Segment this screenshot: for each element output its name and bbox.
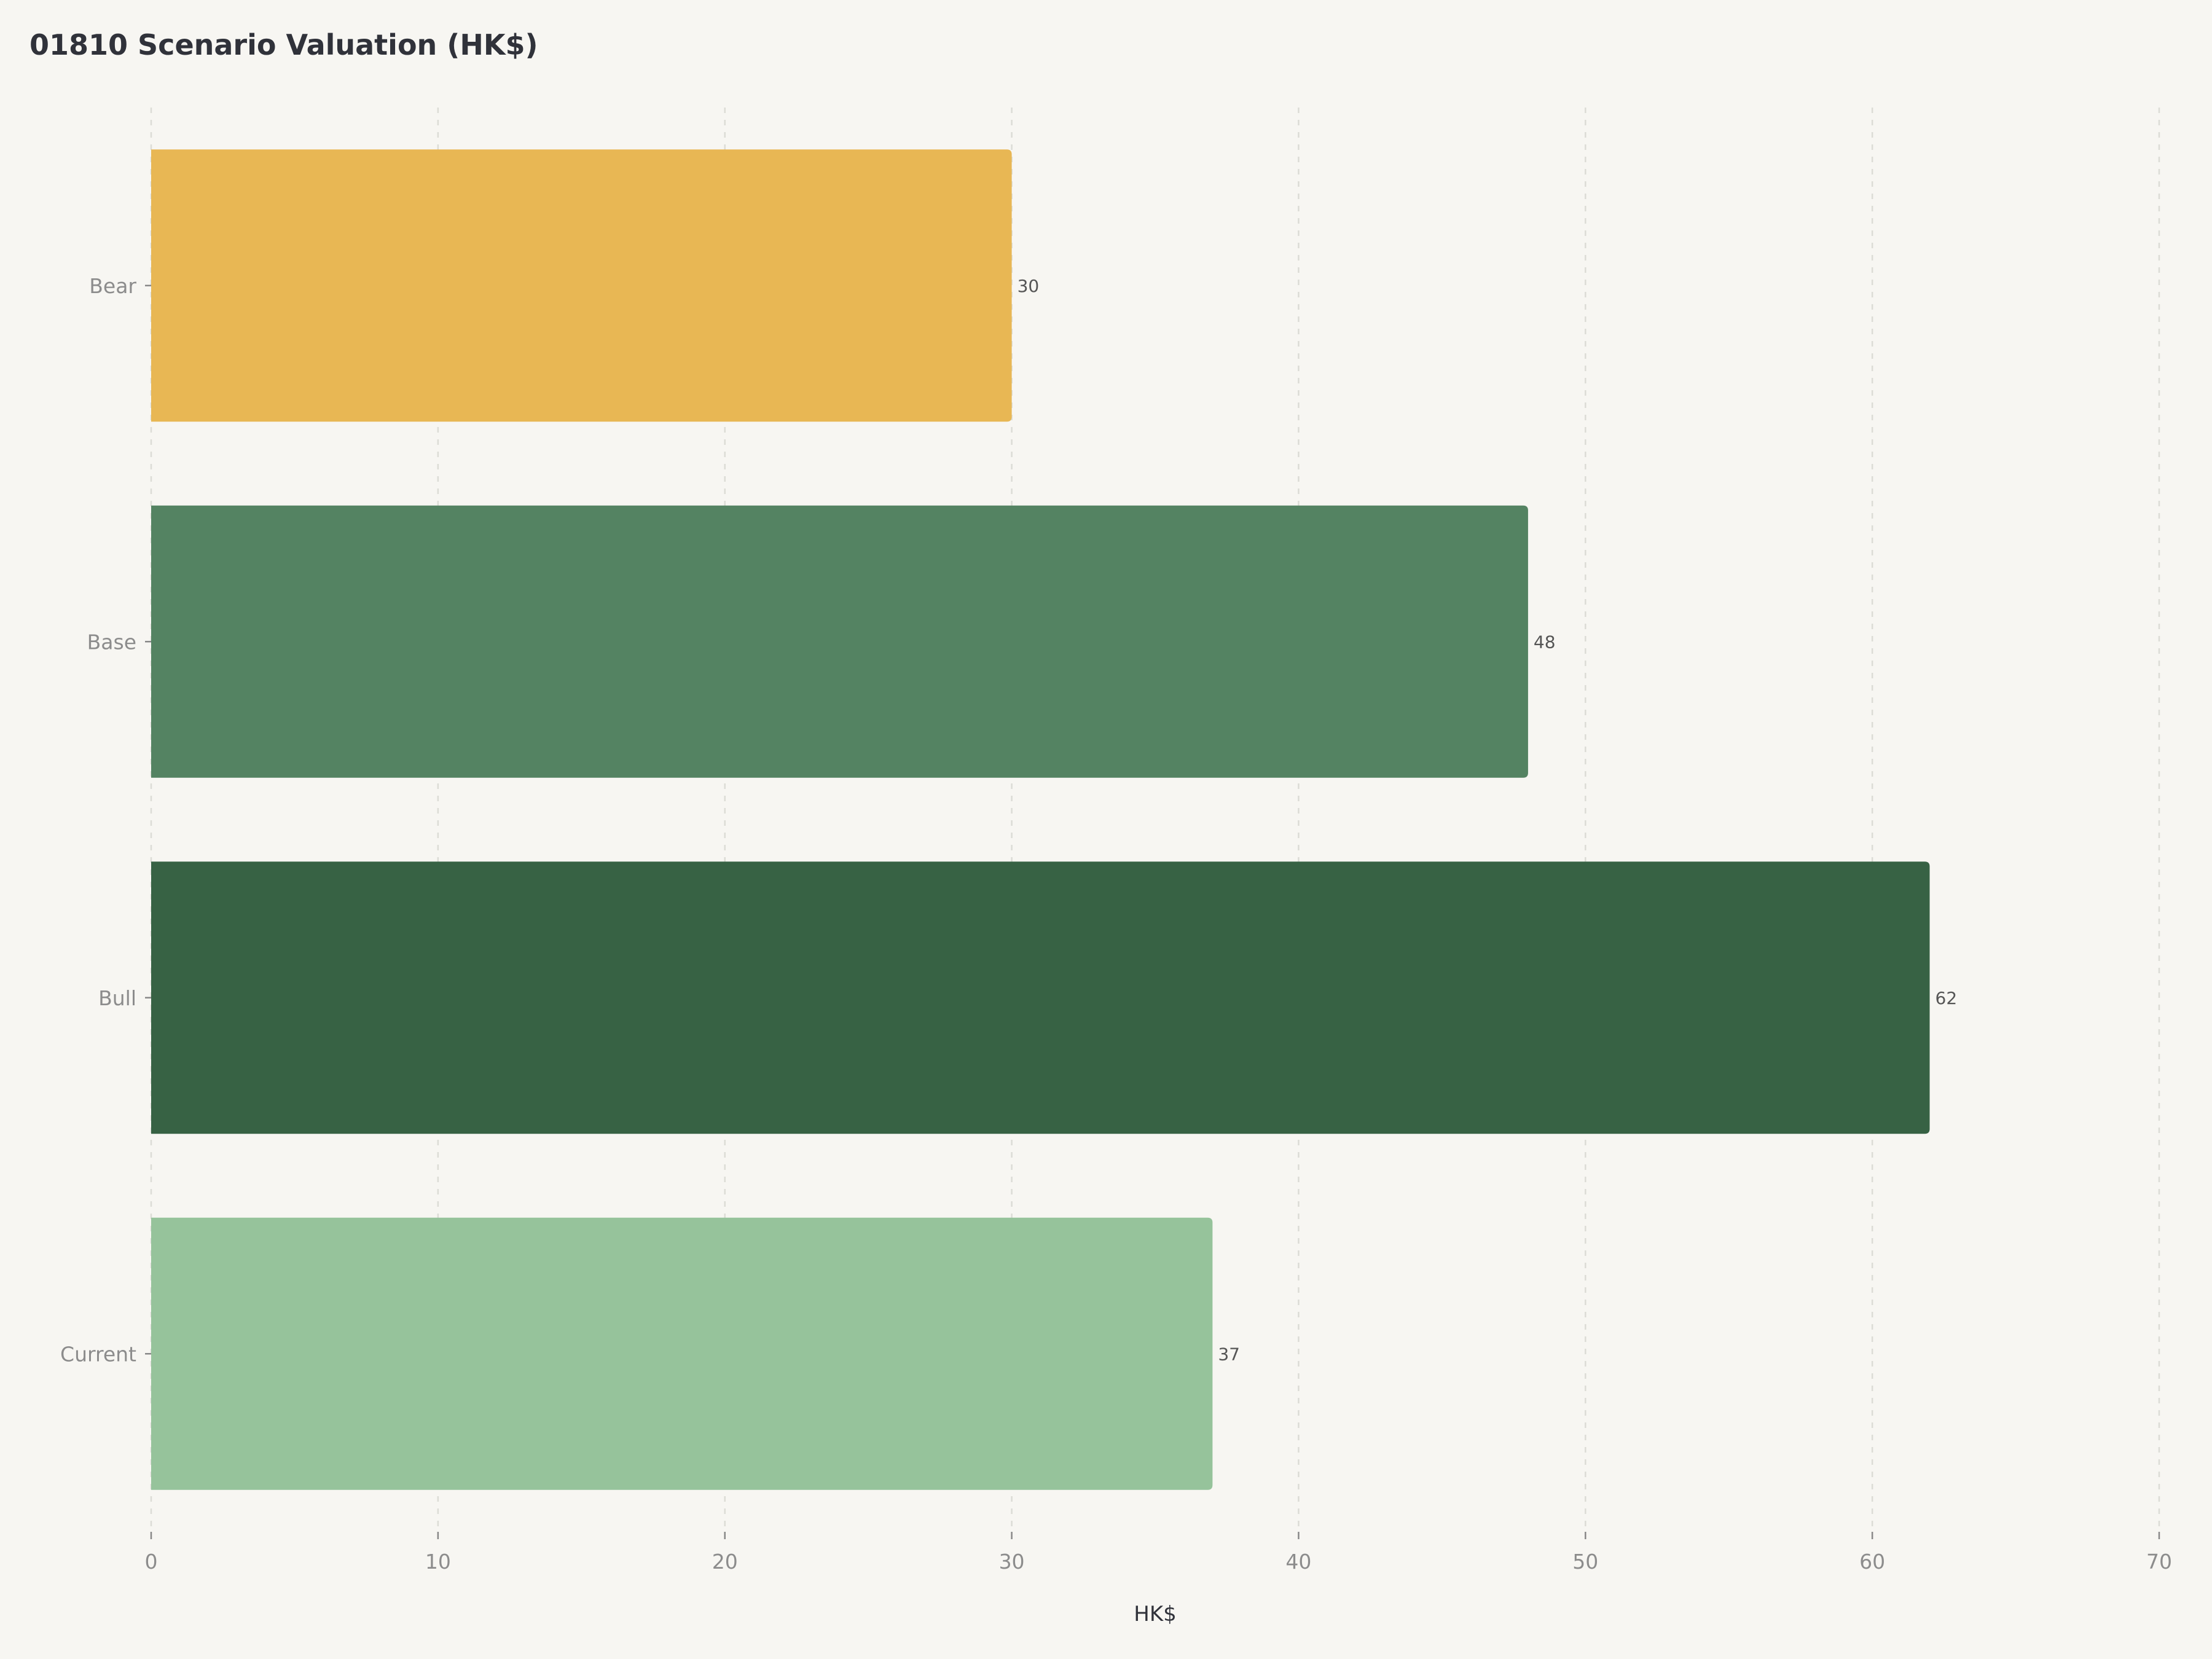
y-tick-label: Bear — [89, 274, 136, 298]
x-tick-label: 70 — [2146, 1550, 2172, 1574]
bar-current — [151, 1217, 1213, 1490]
y-axis: Bear Base Bull Current — [60, 274, 151, 1366]
x-axis: 0 10 20 30 40 50 60 70 — [145, 1532, 2172, 1574]
x-tick-label: 0 — [145, 1550, 158, 1574]
x-tick-label: 40 — [1285, 1550, 1311, 1574]
bar-bull — [151, 861, 1930, 1134]
y-tick-label: Current — [60, 1342, 136, 1366]
value-label: 30 — [1018, 276, 1040, 296]
value-label: 37 — [1218, 1344, 1240, 1364]
bar-bear — [151, 149, 1012, 422]
value-label: 62 — [1936, 988, 1958, 1008]
x-tick-label: 60 — [1859, 1550, 1885, 1574]
value-label: 48 — [1534, 632, 1556, 652]
x-tick-label: 30 — [999, 1550, 1025, 1574]
x-tick-label: 20 — [712, 1550, 738, 1574]
bars: 30 48 62 37 — [151, 149, 1957, 1490]
y-tick-label: Bull — [98, 986, 136, 1010]
chart-title: 01810 Scenario Valuation (HK$) — [29, 28, 538, 61]
x-tick-label: 50 — [1572, 1550, 1598, 1574]
x-tick-label: 10 — [425, 1550, 451, 1574]
y-tick-label: Base — [87, 630, 136, 654]
x-axis-title: HK$ — [1134, 1602, 1177, 1626]
bar-base — [151, 505, 1528, 778]
